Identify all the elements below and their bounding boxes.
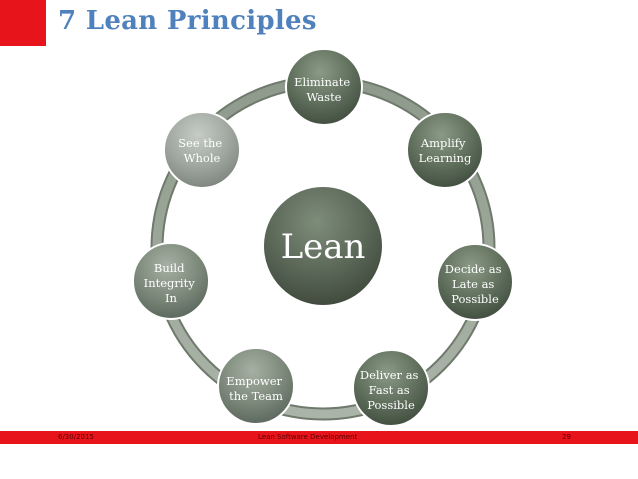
- principle-node-eliminate-waste: Eliminate Waste: [285, 48, 363, 126]
- svg-text:See the Whole: See the Whole: [178, 136, 226, 165]
- slide-title: 7 Lean Principles: [58, 6, 317, 36]
- svg-text:Decide as Late as: Decide as Late as Possible: [445, 262, 505, 306]
- principle-node-amplify-learning: Amplify Learning: [406, 111, 484, 189]
- footer-date: 6/30/2015: [58, 433, 94, 441]
- node-label-line: Empower: [226, 374, 282, 388]
- node-label-line: Fast as: [369, 383, 410, 397]
- node-label-line: Possible: [367, 398, 415, 412]
- svg-text:Build Integrity In: Build Integrity In: [144, 261, 199, 305]
- footer-title: Lean Software Development: [258, 433, 358, 441]
- svg-text:Empower the Team: Empower the Team: [226, 374, 285, 403]
- svg-text:Deliver as Fast as: Deliver as Fast as Possible: [360, 368, 422, 412]
- node-label-line: Amplify: [420, 136, 466, 150]
- footer-page-number: 29: [562, 433, 571, 441]
- node-label-line: the Team: [229, 389, 283, 403]
- title-accent-block: [0, 0, 46, 46]
- node-label-line: Learning: [419, 151, 472, 165]
- hub-label: Lean: [281, 227, 366, 267]
- node-label-line: Possible: [451, 292, 499, 306]
- svg-text:Amplify Learning: Amplify Learning: [419, 136, 472, 165]
- principle-node-build-integrity: Build Integrity In: [132, 242, 210, 320]
- principle-node-deliver-fast: Deliver as Fast as Possible: [352, 349, 430, 427]
- node-label-line: Deliver as: [360, 368, 419, 382]
- node-label-line: Integrity: [144, 276, 196, 290]
- principle-node-empower-team: Empower the Team: [217, 347, 295, 425]
- node-label-line: Eliminate: [294, 75, 350, 89]
- node-label-line: Waste: [306, 90, 341, 104]
- node-label-line: Whole: [184, 151, 221, 165]
- node-label-line: Build: [154, 261, 185, 275]
- node-label-line: Late as: [452, 277, 494, 291]
- node-label-line: Decide as: [445, 262, 502, 276]
- svg-text:Eliminate Waste: Eliminate Waste: [294, 75, 354, 104]
- principle-node-see-whole: See the Whole: [163, 111, 241, 189]
- hub-node: Lean: [262, 185, 384, 307]
- node-label-line: See the: [178, 136, 222, 150]
- principle-node-decide-late: Decide as Late as Possible: [436, 243, 514, 321]
- node-label-line: In: [165, 291, 178, 305]
- slide-footer: 6/30/2015 Lean Software Development 29: [0, 431, 638, 444]
